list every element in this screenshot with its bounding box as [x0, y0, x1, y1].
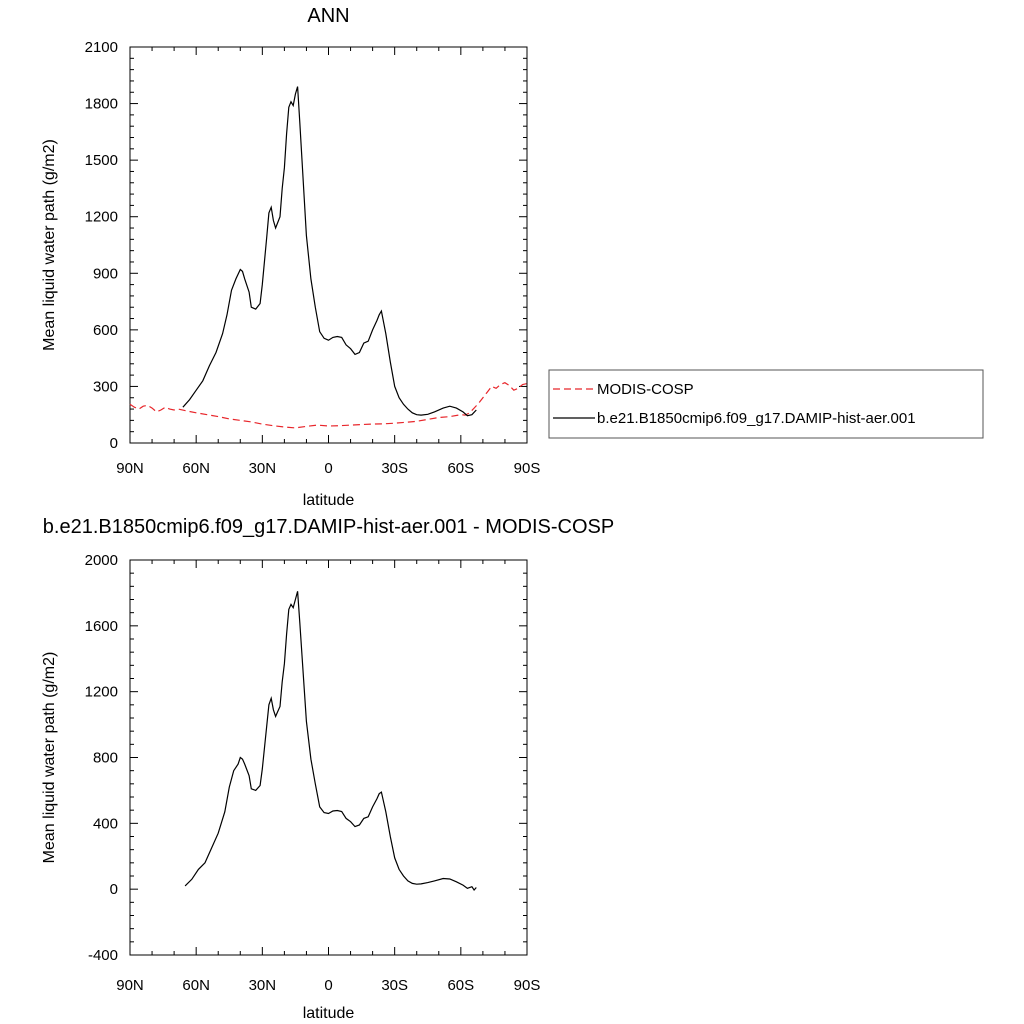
p1-xtick-label: 60N: [182, 977, 210, 994]
p0-xtick-label: 30S: [381, 460, 408, 477]
p0-xtick-label: 0: [324, 460, 332, 477]
p0-plot-frame: [129, 46, 528, 444]
p1-xtick-label: 30S: [381, 977, 408, 994]
p0-ytick-label: 300: [93, 378, 118, 395]
p1-xtick-label: 90N: [116, 977, 144, 994]
p1-ytick-label: 1600: [85, 618, 118, 635]
bottom-panel: b.e21.B1850cmip6.f09_g17.DAMIP-hist-aer.…: [41, 516, 614, 1022]
p0-ytick-label: 0: [110, 435, 118, 452]
legend-box: [548, 369, 984, 439]
top-panel: ANN 0 300 600 900 1200 1500 1800 2100 90N 60N 30N 0 3…: [41, 5, 540, 509]
p1-ytick-label: 800: [93, 750, 118, 767]
p0-ytick-label: 2100: [85, 39, 118, 56]
p0-xtick-label: 60N: [182, 460, 210, 477]
p0-ytick-label: 900: [93, 265, 118, 282]
p1-xtick-label: 30N: [249, 977, 277, 994]
p0-ytick-label: 1200: [85, 209, 118, 226]
legend-label-0: MODIS-COSP: [597, 381, 694, 398]
p0-xtick-label: 90N: [116, 460, 144, 477]
legend: MODIS-COSP b.e21.B1850cmip6.f09_g17.DAMIP…: [548, 369, 984, 439]
p1-xtick-label: 90S: [514, 977, 541, 994]
p0-ytick-label: 1800: [85, 96, 118, 113]
p0-x-axis-label: latitude: [303, 492, 355, 509]
p0-series-line-0: [129, 382, 528, 429]
legend-label-1: b.e21.B1850cmip6.f09_g17.DAMIP-hist-aer.…: [597, 410, 916, 427]
p1-x-axis-label: latitude: [303, 1005, 355, 1022]
p1-ytick-label: 2000: [85, 552, 118, 569]
p1-title: b.e21.B1850cmip6.f09_g17.DAMIP-hist-aer.…: [43, 516, 614, 538]
p0-ytick-label: 1500: [85, 152, 118, 169]
p1-plot-frame: [129, 559, 528, 956]
p1-xtick-label: 60S: [447, 977, 474, 994]
p1-ytick-label: -400: [88, 947, 118, 964]
p1-xtick-label: 0: [324, 977, 332, 994]
p1-ytick-label: 400: [93, 815, 118, 832]
p0-series-line-1: [182, 86, 477, 417]
p1-ytick-label: 0: [110, 881, 118, 898]
p0-ytick-label: 600: [93, 322, 118, 339]
p0-xtick-label: 90S: [514, 460, 541, 477]
p0-xtick-label: 30N: [249, 460, 277, 477]
p1-series-line-0: [184, 591, 477, 891]
p0-title: ANN: [307, 5, 349, 27]
p1-ytick-label: 1200: [85, 684, 118, 701]
p0-y-axis-label: Mean liquid water path (g/m2): [41, 139, 58, 351]
p1-y-axis-label: Mean liquid water path (g/m2): [41, 652, 58, 864]
p0-xtick-label: 60S: [447, 460, 474, 477]
